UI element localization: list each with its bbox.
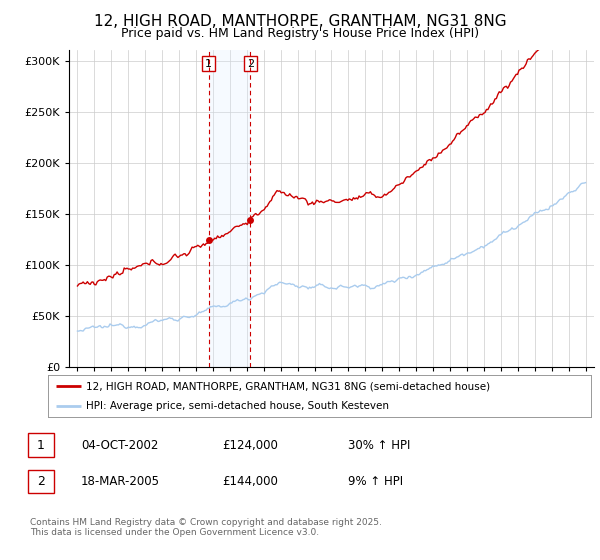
Text: £144,000: £144,000 (222, 475, 278, 488)
Text: 9% ↑ HPI: 9% ↑ HPI (348, 475, 403, 488)
Text: HPI: Average price, semi-detached house, South Kesteven: HPI: Average price, semi-detached house,… (86, 402, 389, 411)
Text: 1: 1 (205, 59, 212, 68)
Text: Contains HM Land Registry data © Crown copyright and database right 2025.
This d: Contains HM Land Registry data © Crown c… (30, 518, 382, 538)
Bar (209, 50, 250, 367)
Text: 2: 2 (247, 59, 254, 68)
Text: 12, HIGH ROAD, MANTHORPE, GRANTHAM, NG31 8NG: 12, HIGH ROAD, MANTHORPE, GRANTHAM, NG31… (94, 14, 506, 29)
Text: Price paid vs. HM Land Registry's House Price Index (HPI): Price paid vs. HM Land Registry's House … (121, 27, 479, 40)
Text: 18-MAR-2005: 18-MAR-2005 (81, 475, 160, 488)
Text: £124,000: £124,000 (222, 438, 278, 452)
Text: 2: 2 (37, 475, 45, 488)
Text: 12, HIGH ROAD, MANTHORPE, GRANTHAM, NG31 8NG (semi-detached house): 12, HIGH ROAD, MANTHORPE, GRANTHAM, NG31… (86, 381, 490, 391)
Text: 1: 1 (37, 438, 45, 452)
Text: 30% ↑ HPI: 30% ↑ HPI (348, 438, 410, 452)
Text: 04-OCT-2002: 04-OCT-2002 (81, 438, 158, 452)
